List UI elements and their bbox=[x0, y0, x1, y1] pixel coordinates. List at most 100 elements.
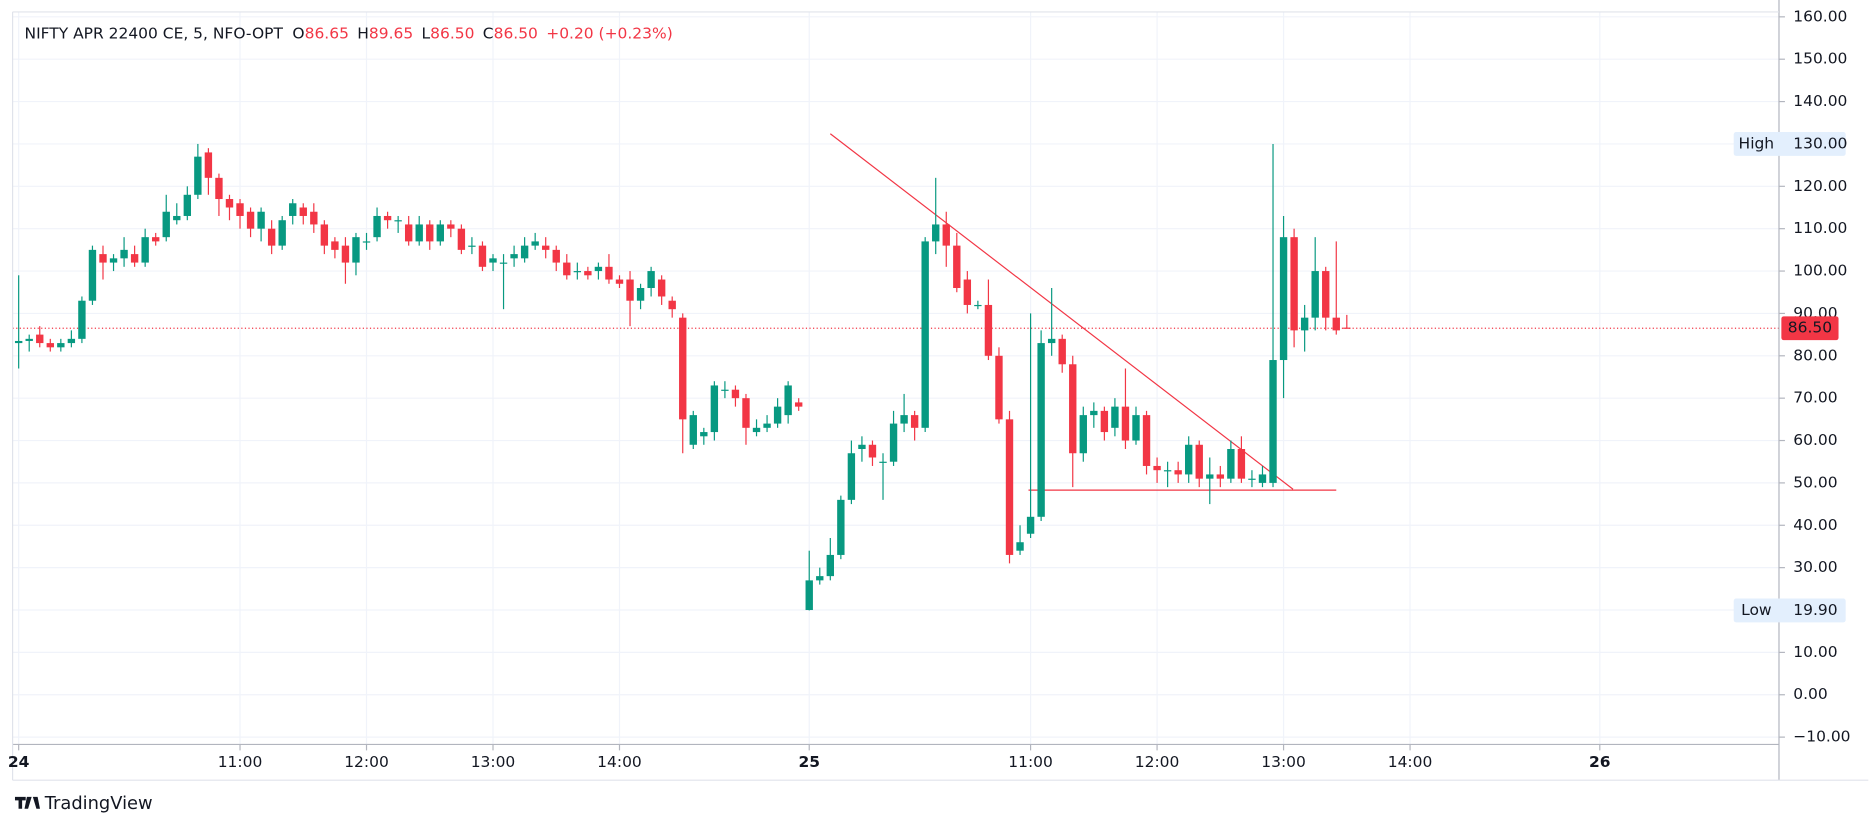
candle-body bbox=[257, 211, 265, 229]
candle-body bbox=[542, 245, 550, 250]
candle-body bbox=[1248, 478, 1256, 480]
candle-body bbox=[162, 211, 170, 238]
candle-body bbox=[267, 228, 276, 246]
candle-body bbox=[626, 279, 634, 301]
drawings bbox=[12, 133, 1779, 491]
candle-body bbox=[78, 300, 86, 339]
candle-body bbox=[520, 245, 529, 259]
candle-body bbox=[1300, 317, 1309, 331]
y-tick-label: 50.00 bbox=[1793, 473, 1837, 491]
candle-body bbox=[1142, 415, 1151, 466]
watermark: TradingView bbox=[14, 793, 153, 814]
candle-body bbox=[1311, 271, 1319, 318]
candle-body bbox=[784, 385, 792, 416]
candle-body bbox=[910, 415, 919, 428]
last-price-box bbox=[1781, 316, 1839, 341]
candle-body bbox=[1090, 410, 1098, 416]
marker-value: 130.00 bbox=[1793, 134, 1847, 152]
legend-key: C bbox=[483, 24, 494, 42]
candle-body bbox=[858, 444, 866, 450]
watermark-text: TradingView bbox=[44, 793, 153, 814]
candle-body bbox=[668, 300, 676, 310]
candle-body bbox=[837, 499, 845, 555]
y-tick-label: 100.00 bbox=[1793, 262, 1847, 280]
candle-body bbox=[605, 266, 613, 280]
candle-body bbox=[1079, 415, 1087, 454]
candle-body bbox=[647, 271, 655, 289]
trend-line bbox=[829, 133, 1294, 490]
x-tick-label: 12:00 bbox=[344, 753, 389, 771]
labels: 86.50 High 130.00 Low 19.90 bbox=[1733, 132, 1847, 623]
candle-body bbox=[584, 271, 592, 276]
candle-body bbox=[109, 258, 118, 263]
x-tick-label: 14:00 bbox=[1388, 753, 1433, 771]
candle-body bbox=[1227, 449, 1235, 479]
candle-body bbox=[1111, 406, 1119, 428]
y-tick-label: 10.00 bbox=[1793, 643, 1837, 661]
candle-body bbox=[1185, 444, 1193, 475]
candle-body bbox=[636, 288, 645, 301]
candle-body bbox=[426, 224, 434, 242]
candle-body bbox=[921, 241, 929, 428]
marker-value: 19.90 bbox=[1793, 601, 1837, 619]
x-tick-label: 11:00 bbox=[218, 753, 263, 771]
candle-body bbox=[805, 580, 813, 611]
candle-body bbox=[36, 334, 44, 344]
candle-body bbox=[499, 262, 508, 264]
candle-body bbox=[984, 304, 993, 356]
candle-body bbox=[320, 224, 329, 246]
candle-body bbox=[826, 554, 834, 577]
candle-body bbox=[99, 254, 107, 263]
candle-body bbox=[394, 220, 402, 222]
candle-body bbox=[700, 432, 708, 437]
legend-symbol: NIFTY APR 22400 CE, 5, NFO-OPT bbox=[25, 24, 284, 42]
candle-body bbox=[14, 340, 23, 344]
candle-body bbox=[204, 152, 213, 178]
candle-body bbox=[1047, 338, 1056, 344]
candle-body bbox=[615, 279, 624, 284]
candle-body bbox=[1005, 419, 1014, 555]
candle-body bbox=[1121, 406, 1130, 441]
x-tick-label: 11:00 bbox=[1008, 753, 1053, 771]
candle-body bbox=[1069, 364, 1077, 454]
candle-body bbox=[67, 338, 76, 344]
y-tick-label: 120.00 bbox=[1793, 177, 1847, 195]
candle-body bbox=[289, 203, 297, 216]
candle-body bbox=[689, 415, 697, 445]
candle-body bbox=[1206, 474, 1214, 479]
candle-body bbox=[531, 241, 539, 246]
candle-body bbox=[415, 224, 423, 242]
candle-body bbox=[152, 237, 160, 242]
candle-body bbox=[489, 258, 497, 263]
y-tick-label: 80.00 bbox=[1793, 346, 1837, 364]
candle-body bbox=[436, 224, 444, 242]
candle-body bbox=[1174, 470, 1182, 475]
candle-body bbox=[404, 224, 413, 242]
candle-body bbox=[310, 211, 318, 225]
last-price-label: 86.50 bbox=[1788, 319, 1832, 337]
candle-body bbox=[816, 576, 824, 581]
candle-body bbox=[1237, 449, 1246, 479]
candle-body bbox=[794, 402, 803, 407]
candle-body bbox=[120, 249, 128, 259]
candle-body bbox=[752, 427, 761, 433]
candle-body bbox=[1322, 271, 1330, 318]
candle-body bbox=[1279, 237, 1288, 361]
candle-body bbox=[341, 245, 350, 263]
candle-body bbox=[331, 241, 339, 250]
watermark-logo bbox=[14, 796, 40, 809]
marker-name: Low bbox=[1741, 601, 1771, 619]
candle-body bbox=[383, 215, 392, 221]
marker-box bbox=[1733, 132, 1846, 156]
candle-body bbox=[1258, 474, 1267, 483]
candle-body bbox=[246, 211, 255, 229]
candle-body bbox=[1153, 465, 1161, 471]
candle-body bbox=[974, 304, 982, 307]
candle-body bbox=[1269, 360, 1277, 483]
candle-body bbox=[1343, 327, 1351, 329]
candle-body bbox=[1195, 444, 1203, 479]
candle-body bbox=[373, 215, 381, 238]
x-tick-label: 25 bbox=[798, 753, 820, 771]
candle-body bbox=[478, 245, 487, 267]
